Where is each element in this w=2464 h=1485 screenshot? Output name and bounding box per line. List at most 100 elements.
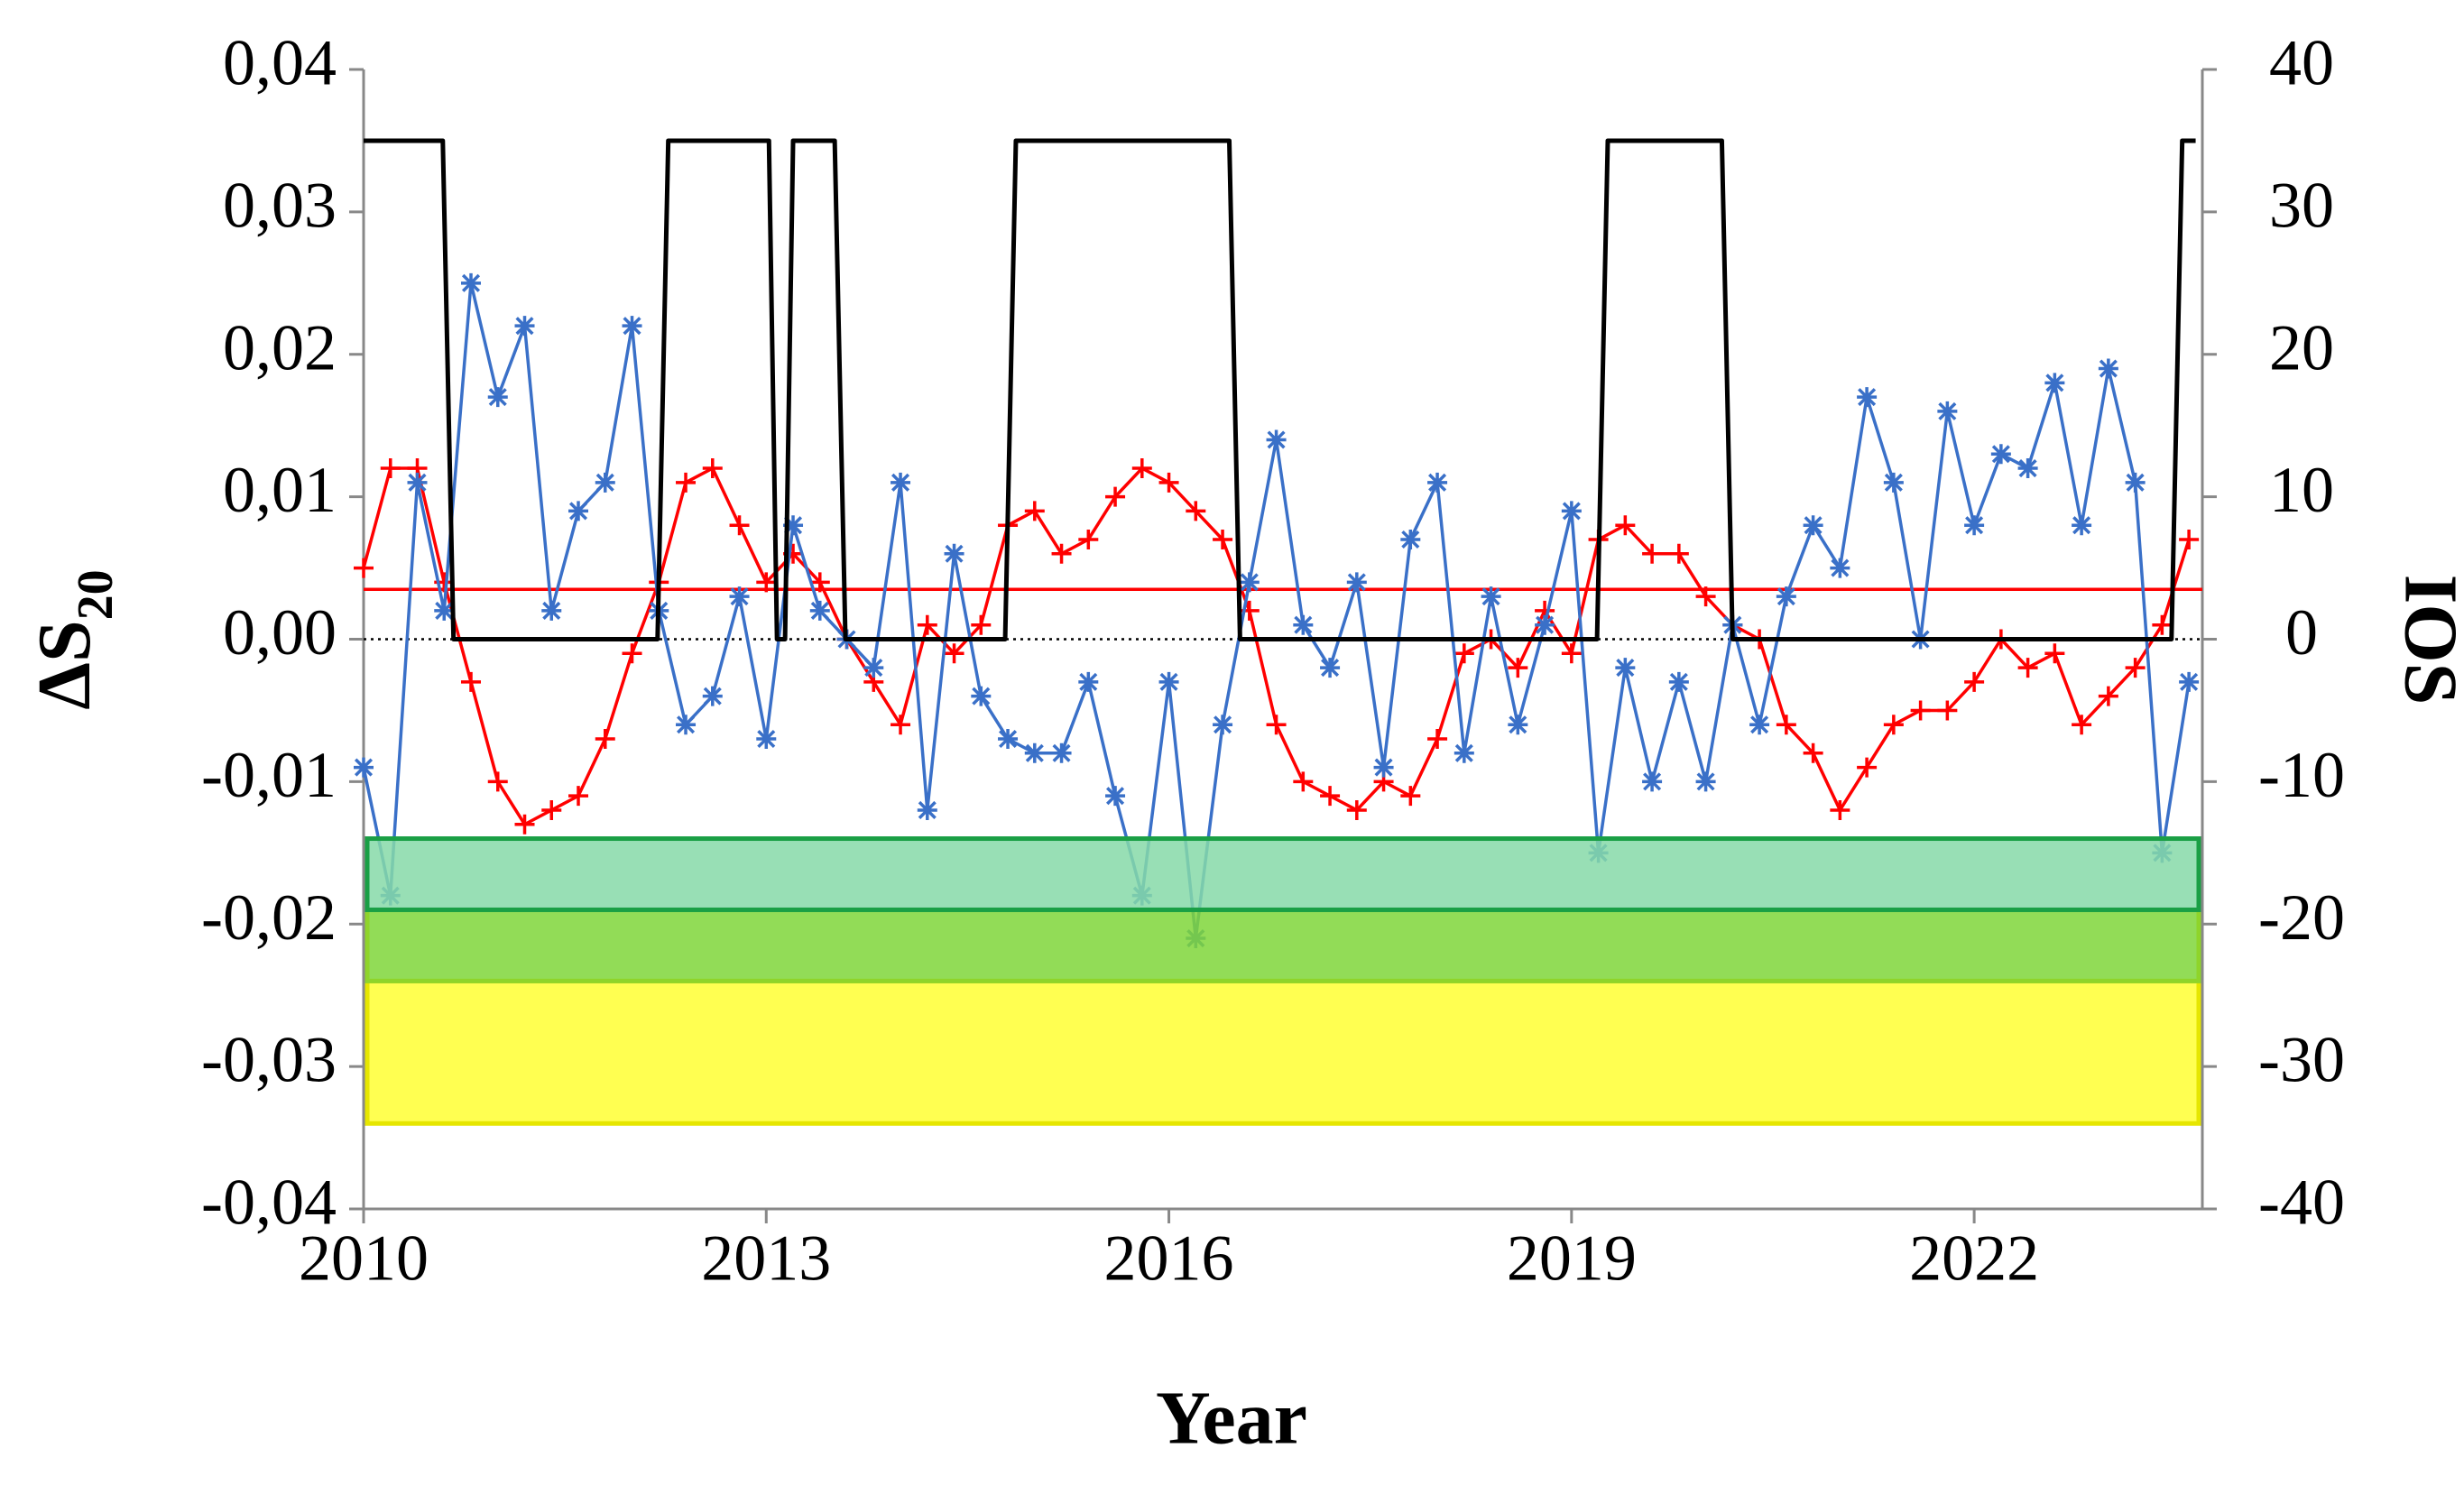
star-marker [1668,671,1689,692]
plus-marker [595,729,615,750]
plus-marker [461,671,482,692]
plus-marker [1213,529,1233,549]
plus-marker [1293,771,1314,792]
y2-tick-label: 0 [2285,596,2318,669]
star-marker [1830,558,1850,578]
star-marker [1373,757,1394,778]
star-marker [729,586,750,607]
star-marker [971,686,992,706]
x-tick-label: 2013 [701,1222,831,1295]
plus-marker [1186,501,1206,521]
plus-marker [1266,715,1287,735]
star-marker [1776,586,1796,607]
star-marker [1427,472,1448,493]
y-axis-label-sub: 20 [68,569,124,620]
star-marker [1561,501,1582,521]
plus-marker [1642,543,1663,564]
series-line [364,138,2196,641]
plus-marker [1910,700,1931,721]
star-marker [407,472,428,493]
star-marker [1642,771,1663,792]
y-tick-label: 0,04 [223,27,337,99]
plus-marker [1427,729,1448,750]
star-marker [1615,658,1636,678]
y2-tick-label: 40 [2269,27,2334,99]
y-tick-label: 0,02 [223,311,337,383]
plus-marker [1158,472,1179,493]
band [365,978,2201,1126]
y-tick-label: -0,01 [201,739,337,811]
star-marker [1239,572,1260,593]
plus-marker [1051,543,1072,564]
star-marker [354,757,374,778]
plus-marker [917,614,937,635]
y-axis-label: ΔS20 [23,569,124,709]
star-marker [863,658,884,678]
star-marker [702,686,723,706]
plus-marker [2098,686,2118,706]
star-marker [1078,671,1099,692]
star-marker [1695,771,1716,792]
y-tick-label: -0,02 [201,881,337,954]
plus-marker [891,715,911,735]
plus-marker [1695,586,1716,607]
star-marker [1964,515,1985,536]
plus-marker [568,786,589,807]
plus-marker [944,643,964,664]
plus-marker [1105,486,1126,507]
plus-marker [1346,799,1367,820]
y2-tick-label: -30 [2258,1024,2345,1096]
star-marker [1105,786,1126,807]
star-marker [891,472,911,493]
plus-marker [809,572,830,593]
star-marker [1024,742,1045,763]
y-tick-label: 0,00 [223,596,337,669]
star-marker [2017,458,2038,479]
star-marker [461,272,482,293]
star-marker [998,729,1019,750]
star-marker [2125,472,2146,493]
plus-marker [1131,458,1152,479]
star-marker [622,316,642,337]
x-tick-label: 2022 [1909,1222,2039,1295]
star-marker [1749,715,1770,735]
star-marker [1508,715,1528,735]
star-marker [1990,444,2011,465]
plus-marker [1857,757,1878,778]
y2-tick-label: 20 [2269,311,2334,383]
star-marker [1400,529,1421,549]
y-tick-label: -0,04 [201,1167,337,1239]
x-tick-label: 2019 [1507,1222,1637,1295]
plus-marker [541,799,562,820]
star-marker [1051,742,1072,763]
y-tick-label: 0,01 [223,454,337,526]
plus-marker [1830,799,1850,820]
star-marker [1481,586,1501,607]
plus-marker [1937,700,1958,721]
star-marker [1803,515,1823,536]
plus-marker [1400,786,1421,807]
y-axis-label-main: ΔS [23,620,106,709]
star-marker [487,387,508,408]
star-marker [783,515,804,536]
plus-marker [622,643,642,664]
plus-marker [1776,715,1796,735]
star-marker [1293,614,1314,635]
star-marker [2072,515,2092,536]
plus-marker [380,458,401,479]
plus-marker [1615,515,1636,536]
star-marker [1883,472,1904,493]
y2-tick-label: 10 [2269,454,2334,526]
star-marker [944,543,964,564]
x-axis-label: Year [1156,1376,1307,1460]
star-marker [1937,401,1958,421]
star-marker [1266,429,1287,450]
plus-marker [1453,643,1474,664]
plus-marker [1508,658,1528,678]
star-marker [1453,742,1474,763]
plus-marker [729,515,750,536]
x-tick-label: 2010 [299,1222,429,1295]
star-marker [756,729,777,750]
plus-marker [2044,643,2065,664]
plus-marker [756,572,777,593]
